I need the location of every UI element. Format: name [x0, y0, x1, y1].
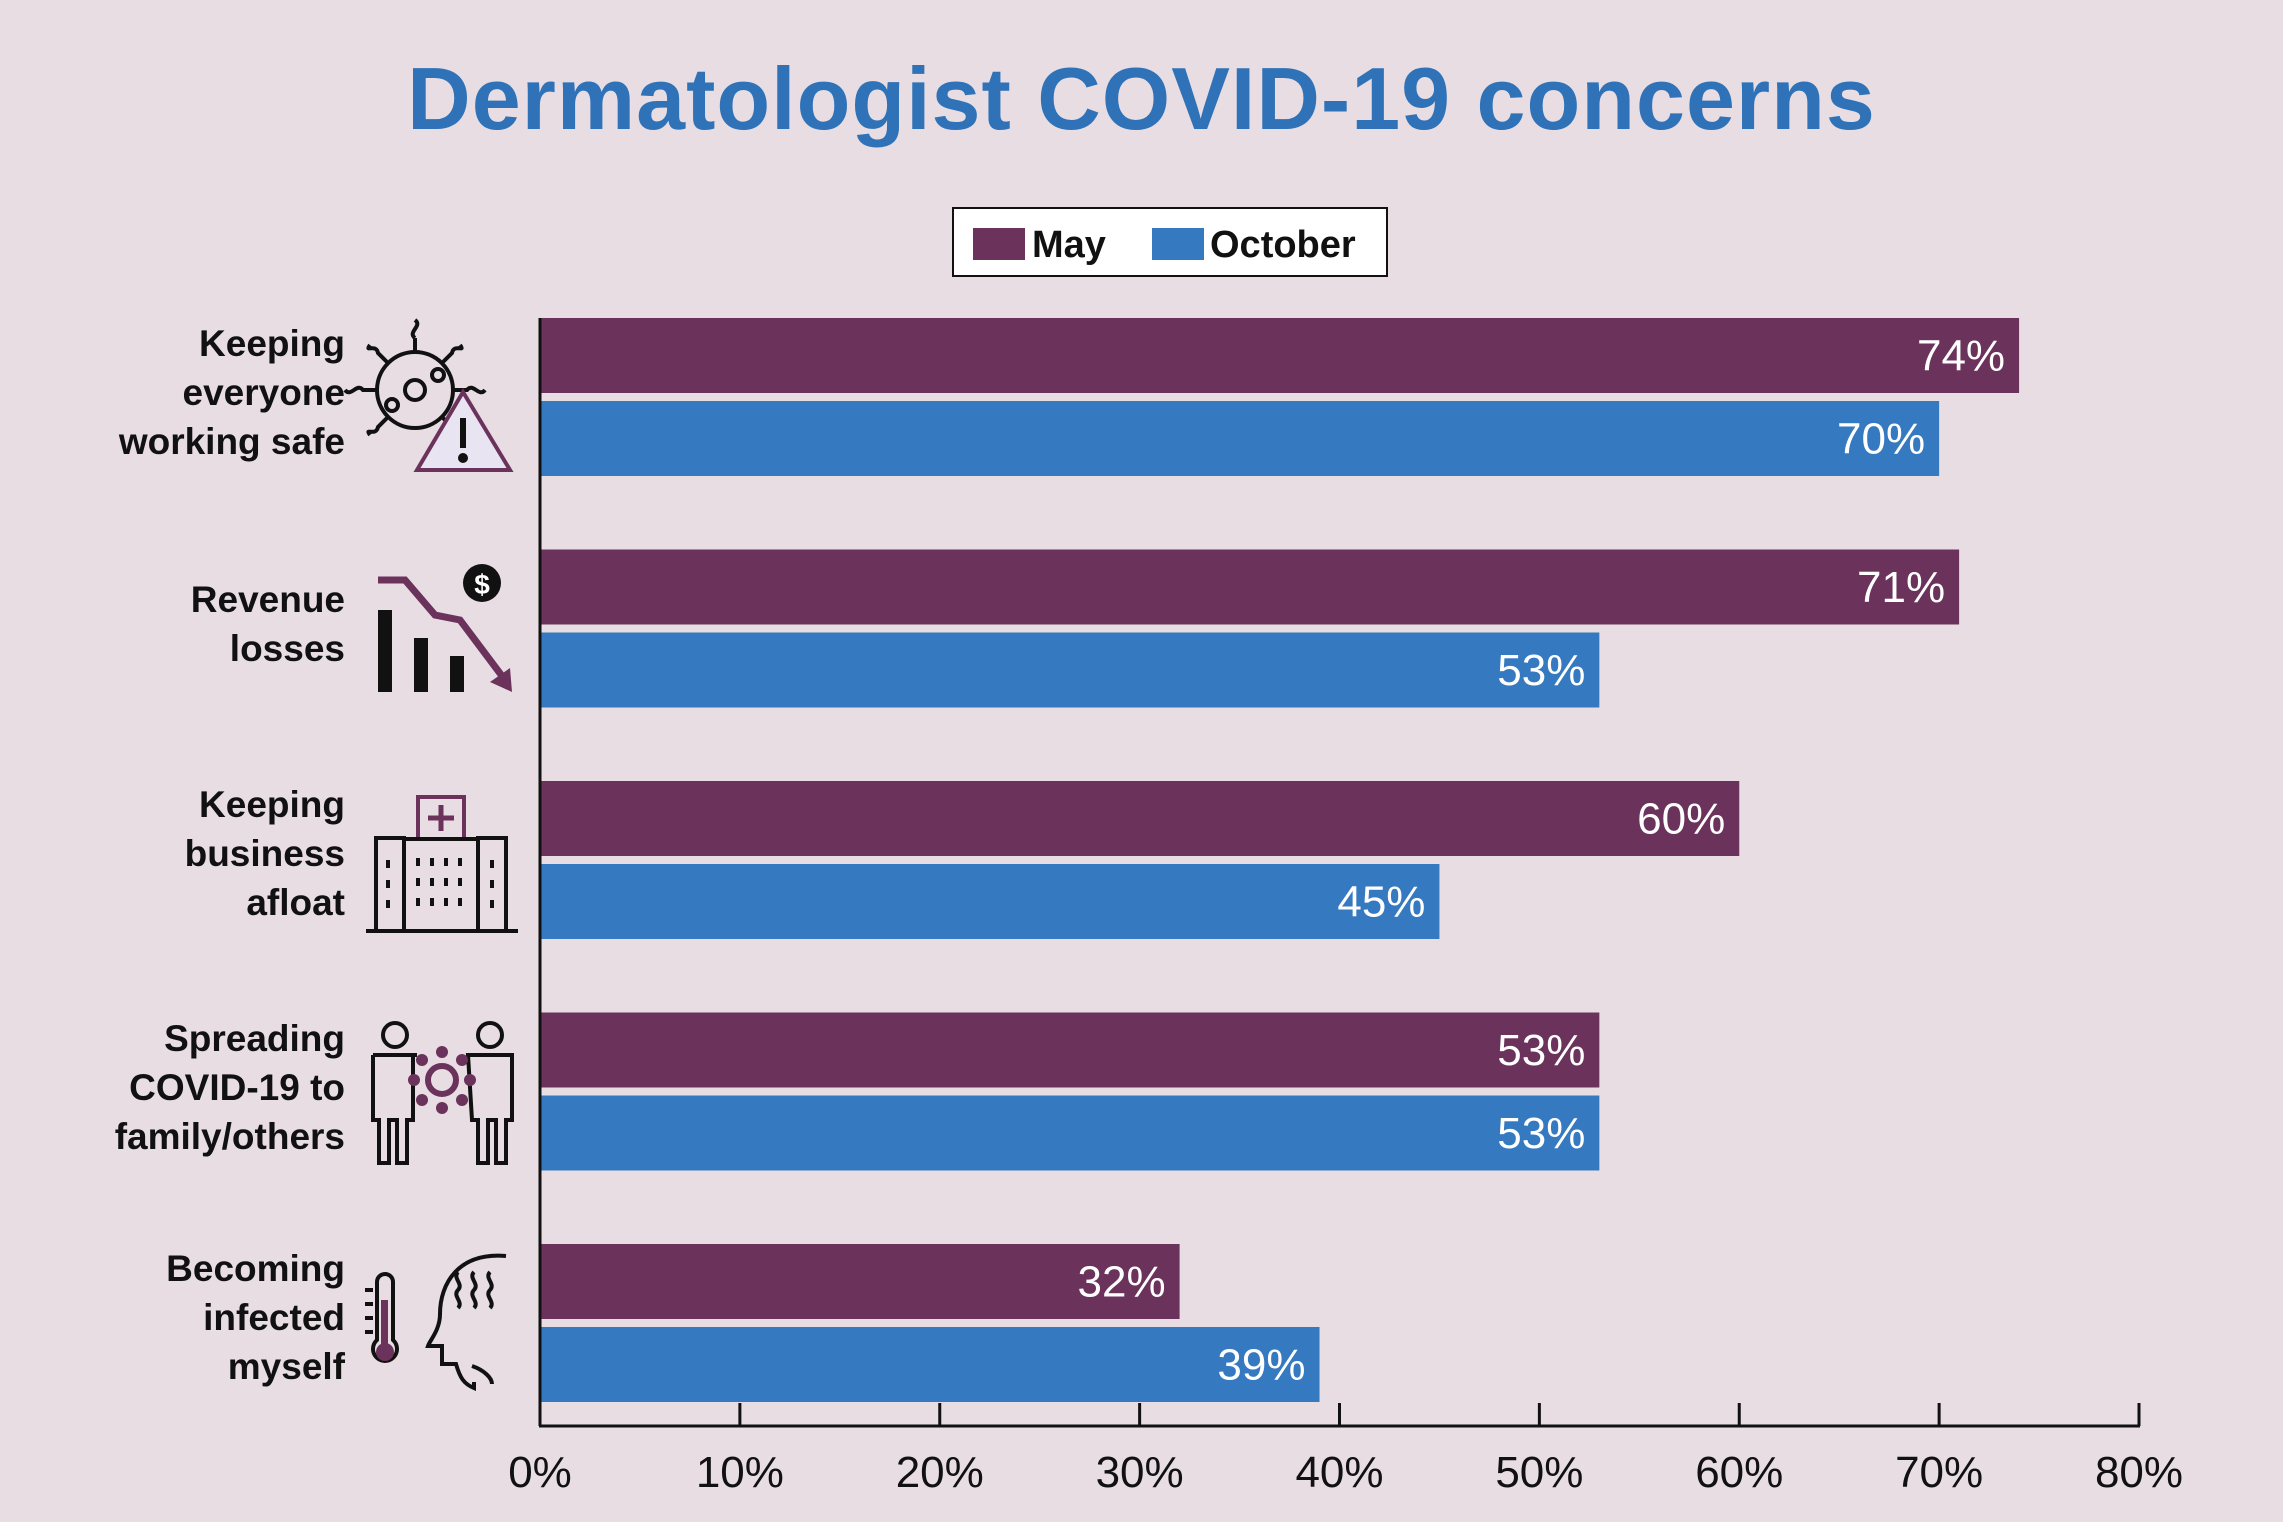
data-label-october-4: 39% [1217, 1341, 1305, 1390]
svg-text:$: $ [474, 569, 490, 600]
category-label-line: Revenue [190, 579, 345, 620]
legend[interactable]: May October [952, 207, 1388, 277]
legend-swatch-october [1152, 228, 1204, 260]
bars-layer: 74% 70% 71% 53% 60% 45% 53% 53% 32% 39% [540, 318, 2020, 1402]
category-label-line: COVID-19 to [129, 1066, 345, 1108]
data-label-may-3: 53% [1497, 1026, 1585, 1075]
legend-label-october: October [1210, 224, 1356, 266]
bar-may-0[interactable] [540, 318, 2020, 393]
data-label-october-0: 70% [1837, 415, 1925, 464]
revenue-decline-icon: $ [378, 564, 512, 692]
category-label-line: everyone [182, 371, 346, 413]
bar-may-4[interactable] [540, 1244, 1180, 1319]
category-label-line: afloat [246, 881, 345, 923]
data-label-october-1: 53% [1497, 646, 1585, 695]
bar-october-1[interactable] [540, 632, 1600, 708]
category-label-line: working safe [118, 420, 345, 462]
category-label-line: infected [203, 1296, 345, 1338]
category-label-2: Keeping business afloat [15, 780, 345, 927]
bar-october-2[interactable] [540, 864, 1440, 939]
people-virus-icon [371, 1021, 514, 1165]
bar-may-3[interactable] [540, 1012, 1600, 1088]
x-tick-label-0: 0% [508, 1448, 572, 1497]
legend-label-may: May [1032, 224, 1106, 266]
bar-october-0[interactable] [540, 401, 1940, 476]
x-tick-label-6: 60% [1695, 1448, 1783, 1497]
category-label-1: Revenue losses [15, 575, 345, 673]
bar-october-4[interactable] [540, 1327, 1320, 1402]
x-tick-label-2: 20% [896, 1448, 984, 1497]
x-tick-label-3: 30% [1096, 1448, 1184, 1497]
x-axis: 0% 10% 20% 30% 40% 50% 60% 70% 80% [508, 318, 2183, 1497]
data-label-october-3: 53% [1497, 1109, 1585, 1158]
category-label-line: myself [227, 1345, 345, 1387]
fever-head-icon [365, 1253, 507, 1391]
category-label-line: Keeping [199, 783, 345, 825]
bar-may-2[interactable] [540, 781, 1740, 856]
category-label-0: Keeping everyone working safe [15, 319, 345, 466]
hospital-building-icon [366, 795, 518, 933]
data-label-may-2: 60% [1637, 795, 1725, 844]
x-tick-label-5: 50% [1495, 1448, 1583, 1497]
data-label-may-0: 74% [1917, 332, 2005, 381]
x-tick-label-1: 10% [696, 1448, 784, 1497]
x-tick-label-4: 40% [1295, 1448, 1383, 1497]
category-label-4: Becoming infected myself [15, 1244, 345, 1391]
category-label-line: business [184, 832, 345, 874]
data-label-october-2: 45% [1337, 878, 1425, 927]
x-tick-label-8: 80% [2095, 1448, 2183, 1497]
category-label-line: Becoming [166, 1247, 345, 1289]
category-label-line: losses [229, 628, 345, 669]
category-label-line: family/others [114, 1115, 345, 1157]
category-label-3: Spreading COVID-19 to family/others [15, 1014, 345, 1161]
data-label-may-1: 71% [1857, 563, 1945, 612]
virus-warning-icon [343, 318, 514, 472]
x-tick-label-7: 70% [1895, 1448, 1983, 1497]
bar-may-1[interactable] [540, 549, 1960, 625]
bar-october-3[interactable] [540, 1095, 1600, 1171]
category-label-line: Spreading [164, 1017, 345, 1059]
category-label-line: Keeping [199, 322, 345, 364]
data-label-may-4: 32% [1078, 1258, 1166, 1307]
legend-swatch-may [973, 228, 1025, 260]
chart-title: Dermatologist COVID-19 concerns [407, 49, 1876, 148]
